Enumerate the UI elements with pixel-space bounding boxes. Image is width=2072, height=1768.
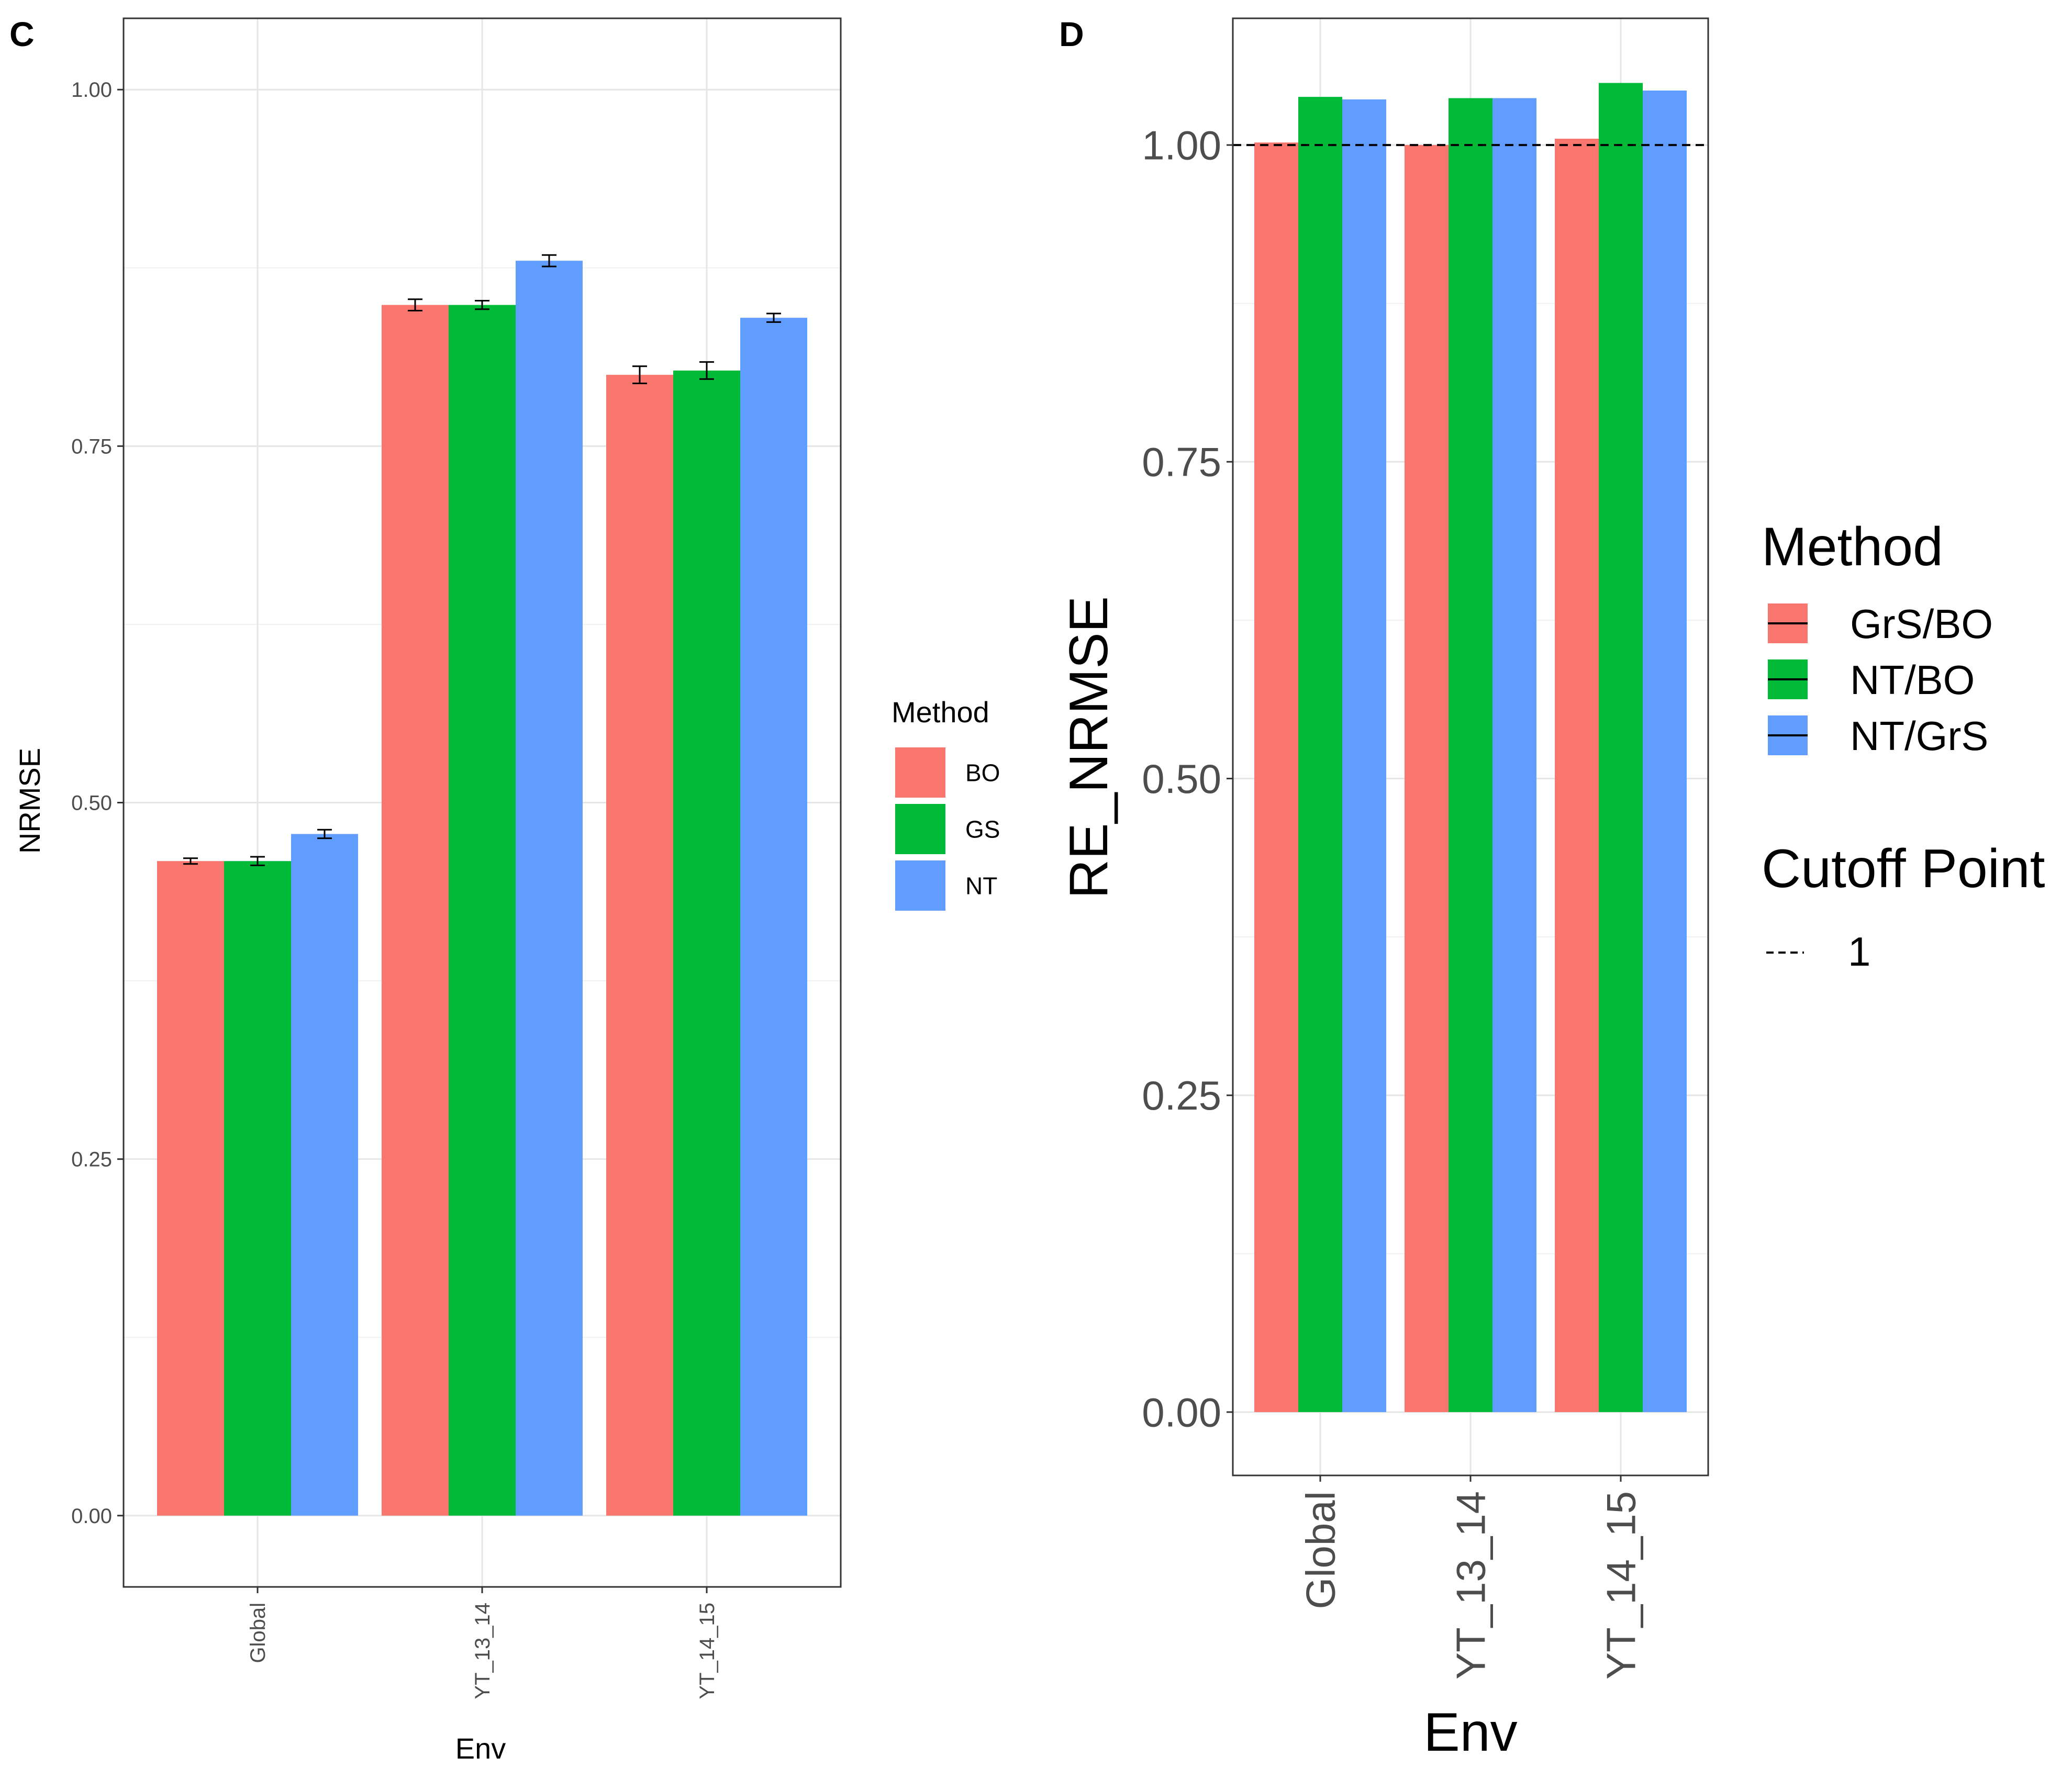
error-bar-gs-yt-13-14: [475, 299, 489, 310]
bar-grs-bo-yt-13-14: [1405, 145, 1449, 1412]
panel-d-y-axis: 0.00 0.25 0.50 0.75 1.00: [1142, 122, 1233, 1435]
panel-c-error-bars: [183, 254, 781, 866]
panel-c-y-axis-title: NRMSE: [13, 748, 46, 854]
panel-d-legend: Method Cutoff Point 1 GrS/BO NT/BO NT/GrS: [1762, 517, 2045, 975]
legend-item-gs: GS: [895, 804, 1000, 854]
legend-item-bo: BO: [895, 747, 1000, 798]
error-bar-bo-yt-14-15: [632, 365, 647, 384]
bar-gs-global: [224, 861, 291, 1516]
panel-c-y-tick-label: 0.25: [71, 1148, 112, 1171]
error-bar-nt-yt-13-14: [542, 254, 556, 267]
panel-c-legend: Method BO GS NT: [892, 696, 1000, 911]
panel-d-x-tick-label-yt-13-14: YT_13_14: [1447, 1491, 1494, 1680]
panel-c-y-tick-label: 1.00: [71, 79, 112, 102]
error-bar-gs-global: [250, 856, 265, 866]
legend-item-nt-bo: NT/BO: [1768, 657, 1975, 703]
bar-bo-yt-14-15: [606, 375, 673, 1516]
error-bar-gs-yt-14-15: [699, 361, 714, 380]
panel-c-legend-title: Method: [892, 696, 989, 729]
bar-bo-yt-13-14: [382, 305, 449, 1516]
bar-nt-grs-yt-14-15: [1643, 90, 1687, 1412]
legend-label: GS: [965, 816, 1000, 843]
legend-label: GrS/BO: [1850, 601, 1993, 647]
error-bar-bo-yt-13-14: [408, 298, 422, 312]
error-bar-bo-global: [183, 857, 198, 865]
panel-d: D 0.00 0.25 0.50 0.75 1.00 Global YT_13_14 YT_…: [1059, 15, 2045, 1763]
legend-swatch: [895, 804, 945, 854]
panel-d-bars: [1254, 83, 1687, 1412]
panel-c-bars: [157, 261, 807, 1516]
panel-d-y-tick-label: 0.50: [1142, 756, 1221, 802]
legend-label: BO: [965, 759, 1000, 787]
bar-gs-yt-13-14: [449, 305, 516, 1516]
panel-d-y-tick-label: 1.00: [1142, 122, 1221, 168]
error-bar-nt-yt-14-15: [766, 312, 781, 323]
legend-item-nt-grs: NT/GrS: [1768, 713, 1988, 759]
panel-d-y-tick-label: 0.75: [1142, 439, 1221, 485]
bar-nt-yt-14-15: [740, 318, 807, 1516]
legend-label: NT/GrS: [1850, 713, 1988, 759]
panel-c-x-tick-label-yt-13-14: YT_13_14: [471, 1603, 494, 1699]
panel-c-y-axis: 0.00 0.25 0.50 0.75 1.00: [71, 79, 124, 1528]
legend-swatch: [895, 860, 945, 911]
bar-nt-grs-global: [1342, 99, 1386, 1412]
panel-c-x-tick-label-yt-14-15: YT_14_15: [696, 1603, 719, 1699]
panel-d-legend-title: Method: [1762, 517, 1943, 577]
bar-nt-yt-13-14: [516, 261, 583, 1516]
bar-gs-yt-14-15: [673, 370, 740, 1516]
panel-d-x-axis-title: Env: [1423, 1702, 1517, 1763]
panel-c-y-tick-label: 0.00: [71, 1505, 112, 1528]
bar-nt-bo-yt-13-14: [1449, 98, 1492, 1412]
panel-c: C 0.00 0.25 0.50 0.75 1.00 Global YT_13_14 YT_…: [9, 15, 1000, 1765]
panel-d-cutoff-legend-label: 1: [1848, 928, 1870, 975]
panel-c-x-axis-title: Env: [455, 1732, 506, 1765]
legend-swatch: [895, 747, 945, 798]
bar-grs-bo-yt-14-15: [1555, 138, 1599, 1412]
panel-d-y-tick-label: 0.25: [1142, 1072, 1221, 1118]
bar-nt-bo-yt-14-15: [1599, 83, 1643, 1412]
panel-d-label: D: [1059, 15, 1084, 53]
legend-label: NT: [965, 872, 997, 900]
panel-c-x-tick-label-global: Global: [247, 1603, 270, 1663]
panel-c-y-tick-label: 0.50: [71, 792, 112, 815]
panel-d-y-tick-label: 0.00: [1142, 1389, 1221, 1435]
panel-d-x-axis: Global YT_13_14 YT_14_15: [1297, 1475, 1644, 1680]
bar-grs-bo-global: [1254, 142, 1298, 1412]
panel-d-cutoff-legend-title: Cutoff Point: [1762, 838, 2045, 899]
bar-nt-bo-global: [1298, 97, 1342, 1412]
bar-nt-global: [291, 834, 358, 1516]
error-bar-nt-global: [317, 829, 332, 840]
bar-nt-grs-yt-13-14: [1492, 98, 1536, 1412]
legend-label: NT/BO: [1850, 657, 1975, 703]
panel-c-y-tick-label: 0.75: [71, 435, 112, 458]
panel-d-y-axis-title: RE_NRMSE: [1059, 596, 1119, 899]
panel-d-x-tick-label-yt-14-15: YT_14_15: [1598, 1491, 1644, 1680]
bar-bo-global: [157, 861, 224, 1516]
legend-item-nt: NT: [895, 860, 997, 911]
panel-c-x-axis: Global YT_13_14 YT_14_15: [247, 1587, 719, 1699]
panel-d-x-tick-label-global: Global: [1297, 1491, 1343, 1609]
legend-item-grs-bo: GrS/BO: [1768, 601, 1993, 647]
panel-c-label: C: [9, 15, 35, 53]
